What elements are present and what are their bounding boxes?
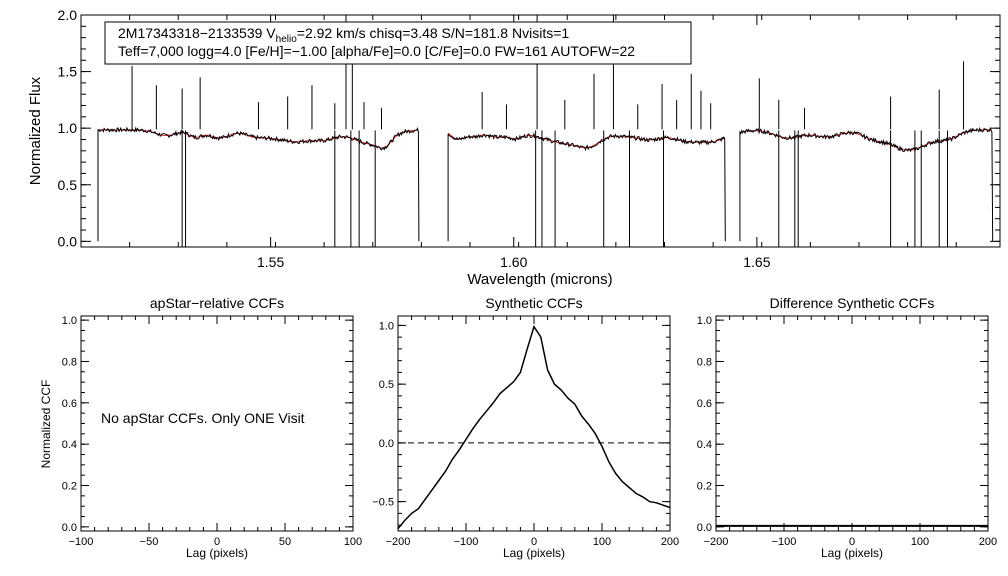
y-tick-label: 1.5: [58, 64, 78, 80]
y-tick-label: 0.5: [58, 177, 78, 193]
spectrum-plot-frame: [80, 14, 1001, 248]
x-tick-label: −50: [140, 536, 159, 548]
x-tick-label: 1.60: [500, 254, 527, 270]
observed-spectrum-line: [97, 126, 420, 242]
observed-spectrum-line: [739, 126, 994, 242]
y-tick-label: 0.4: [62, 439, 77, 451]
ccf-synthetic-ticks: −200 −100 0 100 200 −0.5 0.0 0.5 1.0: [372, 316, 679, 548]
ccf-apstar-message: No apStar CCFs. Only ONE Visit: [101, 410, 305, 426]
ccf-apstar-panel: −100 −50 0 50 100 0.0 0.2 0.4 0.6 0.8 1.0 apStar−r…: [39, 295, 362, 560]
annotation-line-2: Teff=7,000 logg=4.0 [Fe/H]=−1.00 [alpha/…: [118, 43, 635, 59]
ccf-synthetic-traces: [397, 324, 671, 530]
x-tick-label: 1.55: [257, 254, 284, 270]
spectrum-panel: 1.55 1.60 1.65 0.0 0.5 1.0 1.5 2.0 2M17343318−2…: [27, 7, 1001, 288]
y-tick-label: 0.5: [379, 379, 394, 391]
x-tick-label: 0: [214, 536, 220, 548]
x-tick-label: 0: [849, 536, 855, 548]
x-tick-label: −100: [454, 536, 479, 548]
x-tick-label: 50: [279, 536, 291, 548]
x-tick-label: 0: [531, 536, 537, 548]
y-tick-label: 2.0: [58, 7, 78, 23]
ccf-synthetic-x-axis-label: Lag (pixels): [503, 546, 565, 560]
synthetic-spectrum-line: [739, 129, 992, 151]
synthetic-ccf-line: [397, 324, 671, 530]
y-tick-label: 0.6: [62, 398, 77, 410]
ccf-apstar-x-axis-label: Lag (pixels): [186, 546, 248, 560]
x-tick-label: −100: [69, 536, 94, 548]
y-tick-label: 0.2: [697, 481, 712, 493]
x-tick-label: 100: [593, 536, 611, 548]
y-tick-label: 0.6: [697, 398, 712, 410]
y-tick-label: 0.0: [697, 522, 712, 534]
ccf-synthetic-title: Synthetic CCFs: [485, 295, 582, 311]
y-tick-label: −0.5: [372, 497, 394, 509]
x-tick-label: 200: [979, 536, 997, 548]
x-tick-label: 100: [911, 536, 929, 548]
y-tick-label: 0.8: [697, 356, 712, 368]
y-tick-label: 1.0: [58, 120, 78, 136]
y-tick-label: 0.4: [697, 439, 712, 451]
y-tick-label: 0.0: [62, 522, 77, 534]
ccf-apstar-title: apStar−relative CCFs: [150, 295, 284, 311]
ccf-difference-x-axis-label: Lag (pixels): [821, 546, 883, 560]
spectrum-ticks: 1.55 1.60 1.65 0.0 0.5 1.0 1.5 2.0: [58, 7, 1000, 270]
ccf-difference-panel: −200 −100 0 100 200 0.0 0.2 0.4 0.6 0.8 1.0 Differ…: [697, 295, 997, 560]
y-tick-label: 0.0: [58, 233, 78, 249]
ccf-difference-title: Difference Synthetic CCFs: [770, 295, 935, 311]
ccf-synthetic-panel: −200 −100 0 100 200 −0.5 0.0 0.5 1.0 Synthetic C…: [372, 295, 679, 560]
ccf-synthetic-plot-frame: [397, 315, 671, 532]
x-tick-label: 1.65: [743, 254, 770, 270]
x-tick-label: −100: [772, 536, 797, 548]
annotation-line-1: 2M17343318−2133539 Vhelio=2.92 km/s chis…: [118, 25, 569, 45]
ccf-difference-plot-frame: [715, 315, 989, 532]
y-tick-label: 0.0: [379, 438, 394, 450]
ccf-apstar-y-axis-label: Normalized CCF: [39, 380, 53, 469]
y-tick-label: 1.0: [379, 320, 394, 332]
x-tick-label: 200: [661, 536, 679, 548]
y-tick-label: 1.0: [697, 315, 712, 327]
ccf-difference-ticks: −200 −100 0 100 200 0.0 0.2 0.4 0.6 0.8 1.0: [697, 315, 997, 548]
spectrum-y-axis-label: Normalized Flux: [27, 76, 44, 185]
ccf-apstar-ticks: −100 −50 0 50 100 0.0 0.2 0.4 0.6 0.8 1.0: [62, 315, 362, 548]
spectrum-traces: [97, 15, 994, 247]
annotation-box: [104, 21, 692, 65]
y-tick-label: 0.8: [62, 356, 77, 368]
y-tick-label: 0.2: [62, 481, 77, 493]
x-tick-label: −200: [704, 536, 729, 548]
x-tick-label: −200: [386, 536, 411, 548]
observed-spectrum-line: [447, 132, 726, 242]
y-tick-label: 1.0: [62, 315, 77, 327]
spectrum-x-axis-label: Wavelength (microns): [467, 271, 612, 288]
x-tick-label: 100: [344, 536, 362, 548]
